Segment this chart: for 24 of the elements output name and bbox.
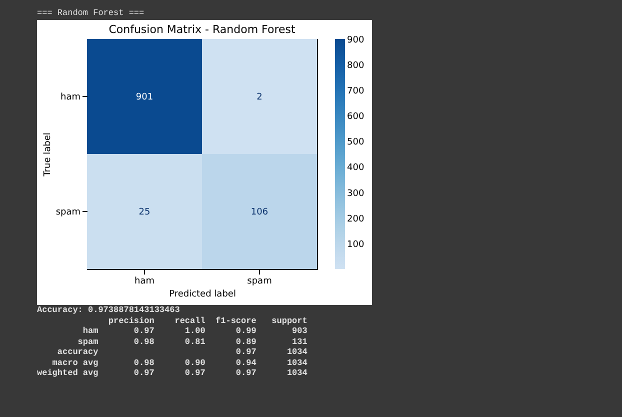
text: === Random Forest === bbox=[37, 8, 144, 18]
chart-title: Confusion Matrix - Random Forest bbox=[108, 23, 296, 36]
color-bar-label: 100 bbox=[347, 240, 364, 250]
data-label: 106 bbox=[250, 208, 268, 218]
text: precision recall f1-score support bbox=[107, 316, 308, 326]
color-bar-label: 200 bbox=[347, 214, 364, 224]
text: ham 0.97 1.00 0.99 903 bbox=[82, 326, 308, 336]
color-bar-label: 700 bbox=[347, 86, 364, 96]
text: spam 0.98 0.81 0.89 131 bbox=[76, 336, 308, 347]
data-label: 25 bbox=[138, 208, 150, 218]
color-bar-label: 900 bbox=[347, 35, 364, 46]
color-bar-label: 300 bbox=[347, 188, 364, 199]
data-label: 2 bbox=[256, 92, 262, 102]
color-bar-label: 400 bbox=[347, 163, 364, 174]
text: weighted avg 0.97 0.97 0.97 1034 bbox=[37, 368, 308, 378]
text: accuracy 0.97 1034 bbox=[56, 347, 308, 358]
color-bar-label: 800 bbox=[347, 60, 364, 71]
color-bar-label: 500 bbox=[347, 138, 364, 148]
y-axis-title: True label bbox=[42, 132, 53, 178]
text: Accuracy: 0.9738878143133463 bbox=[37, 305, 181, 316]
x-axis-title: Predicted label bbox=[169, 290, 236, 300]
data-label: 901 bbox=[136, 92, 154, 102]
text: macro avg 0.98 0.90 0.94 1034 bbox=[51, 358, 308, 368]
color-bar-label: 600 bbox=[347, 112, 364, 122]
